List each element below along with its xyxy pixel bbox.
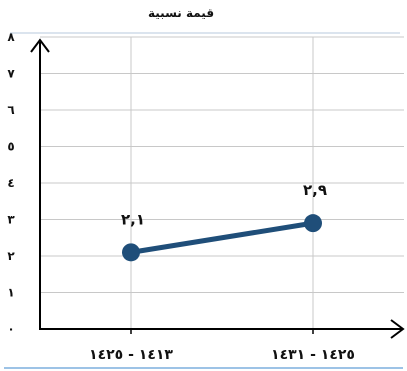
y-tick-label: ٨ [7, 30, 15, 44]
x-tick-labels: ١٤١٣ - ١٤٢٥ ١٤٢٥ - ١٤٣١ [89, 347, 355, 363]
data-points [122, 214, 322, 262]
x-axis-arrowhead [390, 319, 405, 339]
y-tick-label: ٠ [7, 322, 14, 336]
x-tick-label: ١٤٢٥ - ١٤٣١ [271, 347, 355, 363]
y-tick-label: ٣ [7, 213, 15, 227]
series-line-path [128, 220, 316, 255]
y-tick-label: ٤ [7, 176, 14, 190]
data-label: ٢,١ [121, 210, 145, 228]
data-point [304, 214, 322, 233]
axes [30, 38, 405, 339]
data-labels: ٢,١ ٢,٩ [121, 181, 327, 228]
data-point [122, 243, 140, 262]
y-tick-label: ٦ [7, 103, 14, 117]
y-tick-label: ٢ [7, 249, 15, 263]
grid-lines [40, 36, 404, 334]
y-tick-label: ١ [7, 286, 14, 300]
y-axis-arrowhead [30, 38, 50, 53]
x-tick-label: ١٤١٣ - ١٤٢٥ [89, 347, 173, 363]
y-axis-title: قيمة نسبية [148, 6, 214, 20]
y-tick-label: ٧ [7, 67, 15, 81]
data-label: ٢,٩ [303, 181, 327, 199]
y-tick-label: ٥ [7, 140, 14, 154]
y-tick-labels: ٠ ١ ٢ ٣ ٤ ٥ ٦ ٧ ٨ [7, 30, 15, 336]
series-line [128, 220, 316, 255]
